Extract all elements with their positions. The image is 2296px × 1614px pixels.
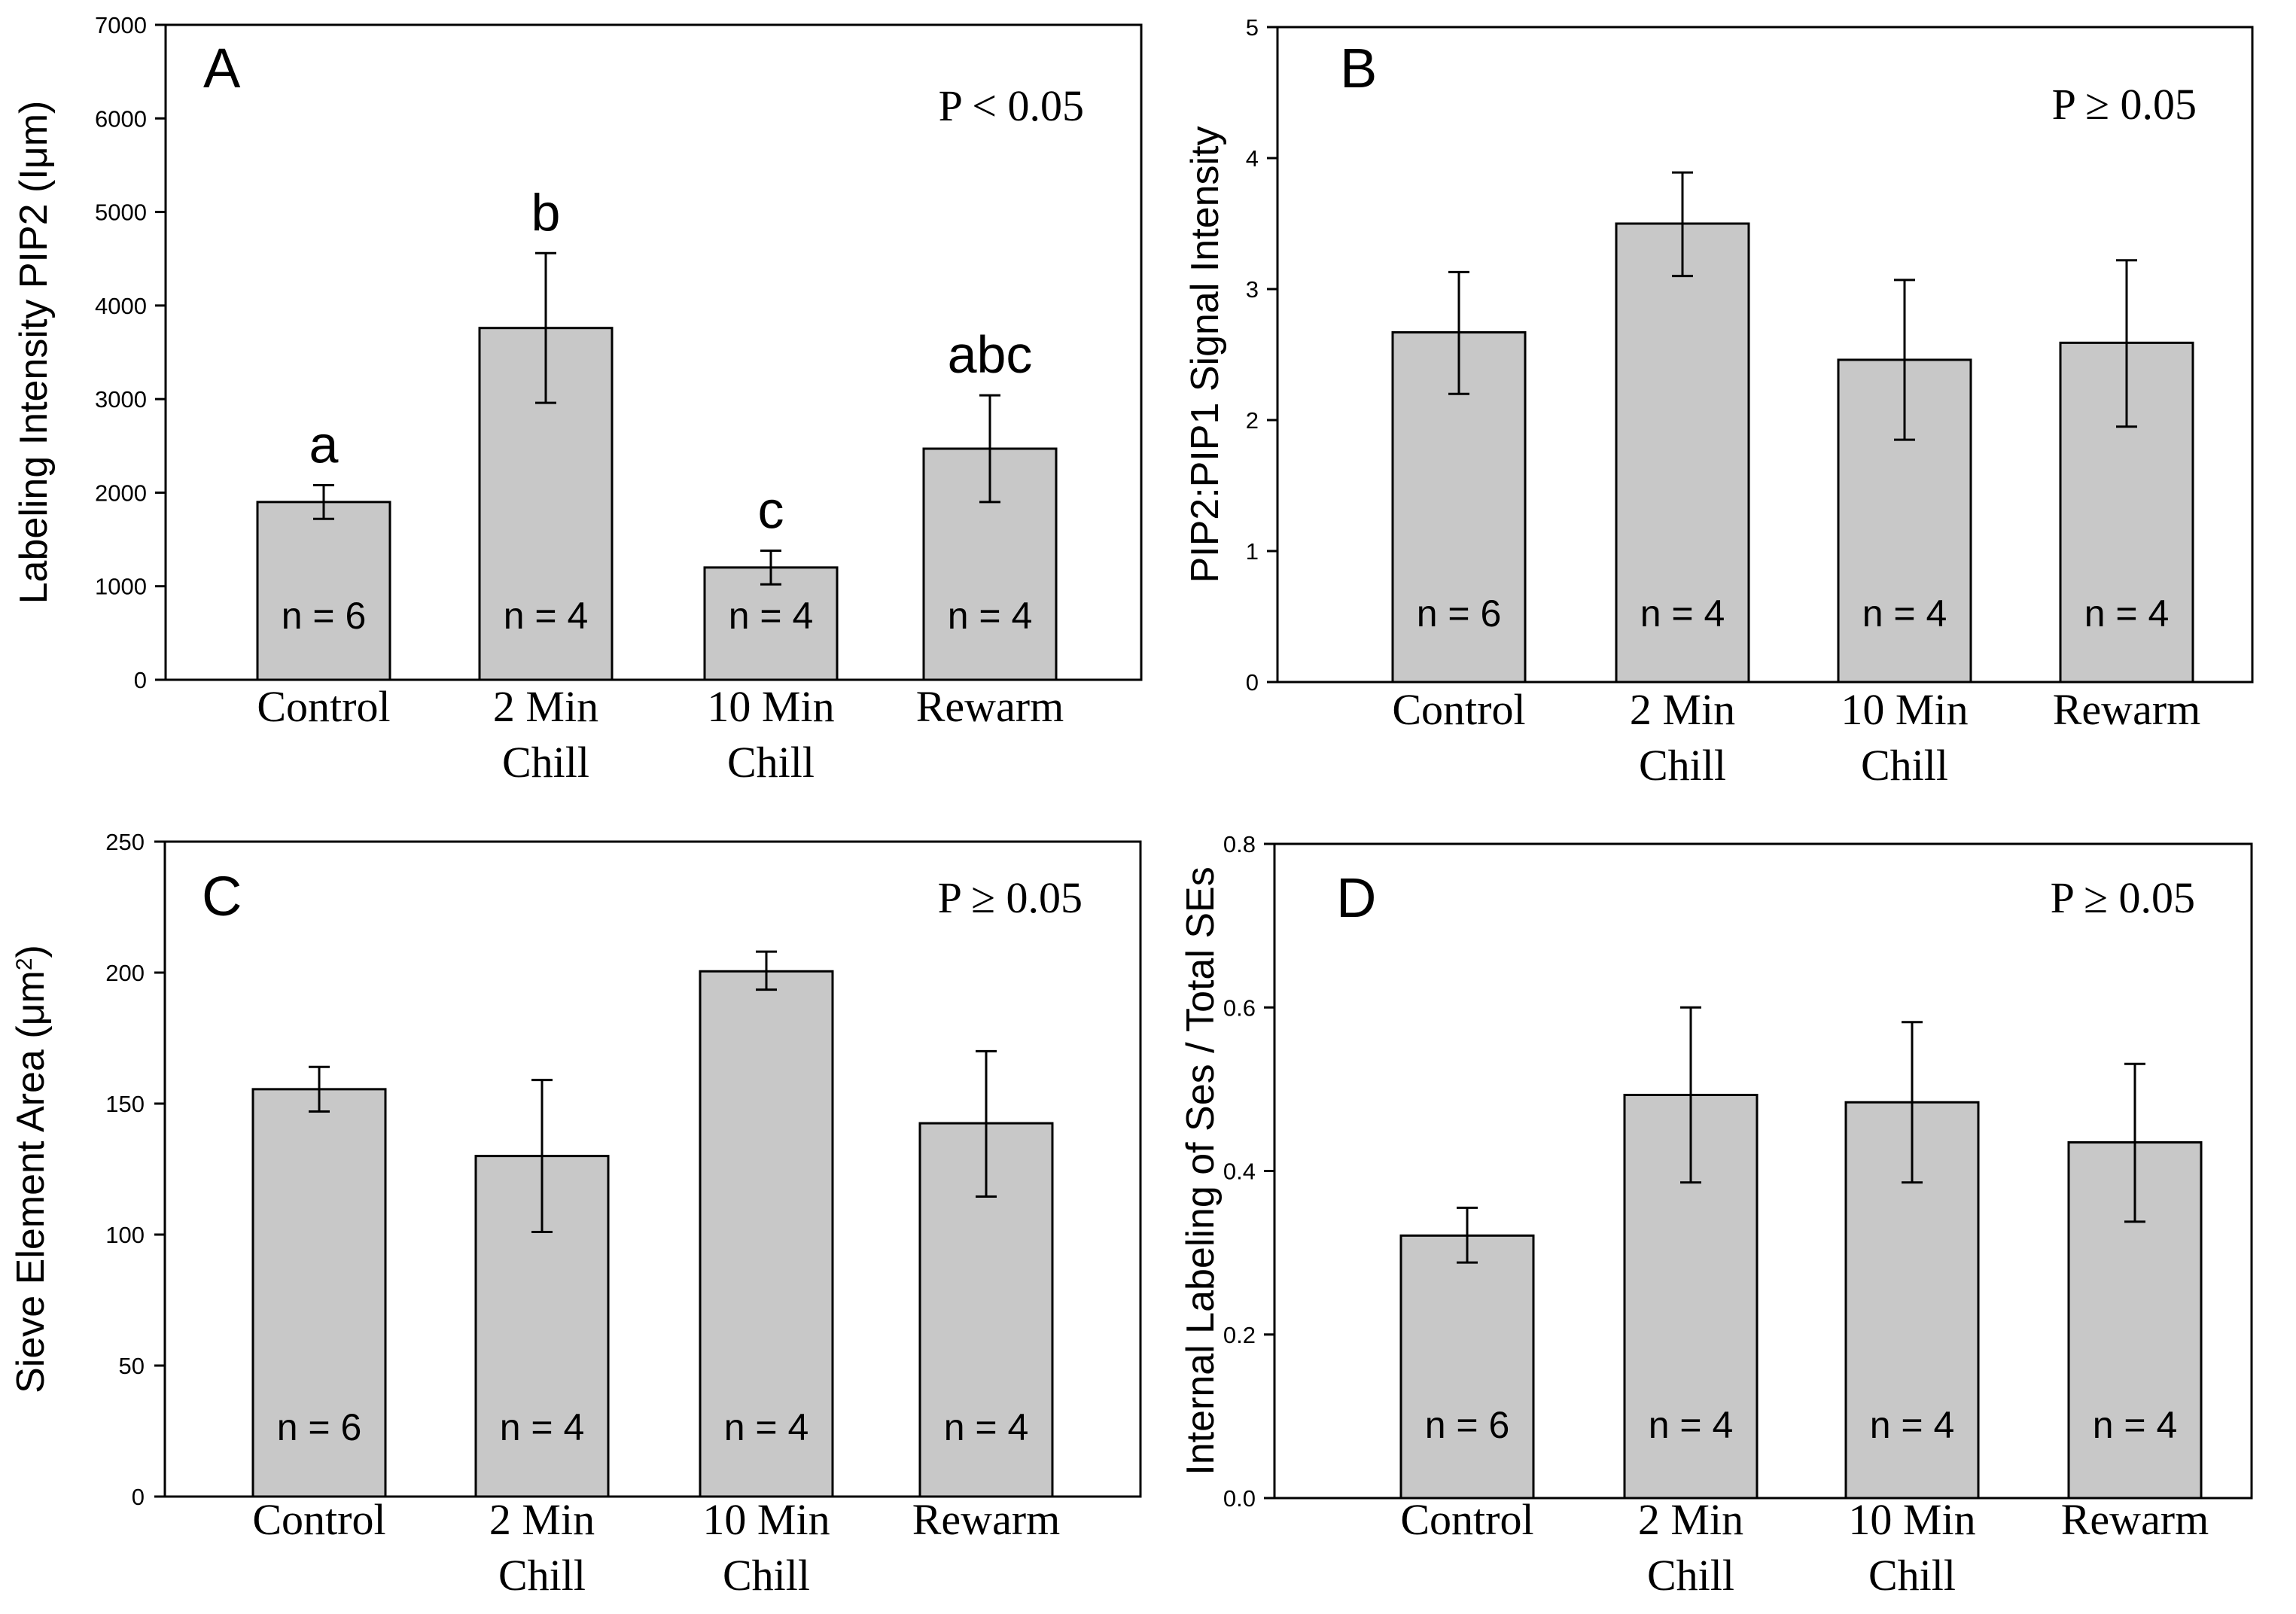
y-tick-label: 4000 (95, 293, 147, 319)
y-tick-label: 2 (1246, 407, 1259, 434)
bar (699, 970, 834, 1498)
sample-size-label: n = 4 (729, 595, 814, 637)
y-axis-label: Sieve Element Area (μm2) (9, 945, 53, 1393)
sample-size-label: n = 4 (1870, 1404, 1955, 1446)
y-tick-label: 0.0 (1223, 1485, 1256, 1512)
bar (251, 1088, 387, 1498)
sample-size-label: n = 4 (944, 1406, 1029, 1448)
x-tick-label: Chill (727, 738, 815, 787)
x-tick-label: Control (257, 682, 390, 731)
sample-size-label: n = 4 (1649, 1404, 1734, 1446)
x-tick-label: Rewarm (912, 1495, 1061, 1544)
group-letter: abc (948, 325, 1033, 384)
y-tick-label: 0.6 (1223, 994, 1256, 1021)
x-tick-label: 2 Min (1638, 1495, 1743, 1544)
y-tick-label: 150 (105, 1091, 145, 1117)
x-tick-label: 10 Min (1841, 685, 1968, 734)
panel-letter: B (1340, 37, 1377, 99)
x-tick-label: Rewarm (2053, 685, 2201, 734)
plot-frame (163, 840, 1142, 1498)
significance-label: P ≥ 0.05 (938, 873, 1083, 922)
y-tick-label: 0 (132, 1484, 145, 1510)
y-tick-label: 0 (134, 667, 147, 693)
x-tick-label: Control (1392, 685, 1525, 734)
x-tick-label: 2 Min (493, 682, 598, 731)
y-tick-label: 250 (105, 829, 145, 855)
x-tick-label: Control (252, 1495, 385, 1544)
panel-c: 0 50 100 150 200 250 Sieve Element Area (μm2) C… (9, 829, 1142, 1600)
y-axis-label: PIP2:PIP1 Signal Intensity (1183, 126, 1227, 583)
y-tick-label: 5 (1246, 14, 1259, 41)
sample-size-label: n = 6 (1417, 592, 1502, 635)
group-letter: c (758, 480, 784, 539)
y-tick-label: 3 (1246, 276, 1259, 303)
y-tick-label: 5000 (95, 199, 147, 226)
significance-label: P < 0.05 (939, 81, 1084, 130)
y-tick-label: 1 (1246, 538, 1259, 565)
y-tick-label: 50 (119, 1353, 145, 1379)
y-axis-label: Internal Labeling of Ses / Total SEs (1179, 866, 1223, 1475)
y-tick-label: 100 (105, 1222, 145, 1248)
y-tick-label: 0.8 (1223, 831, 1256, 857)
sample-size-label: n = 4 (504, 595, 589, 637)
y-tick-label: 0 (1246, 669, 1259, 696)
x-tick-label: Rewarm (916, 682, 1064, 731)
sample-size-label: n = 4 (724, 1406, 809, 1448)
y-tick-label: 1000 (95, 574, 147, 600)
y-tick-label: 3000 (95, 386, 147, 413)
x-tick-label: Chill (1639, 741, 1726, 790)
x-tick-label: Chill (1647, 1551, 1734, 1600)
bar (1399, 1234, 1535, 1500)
sample-size-label: n = 4 (1640, 592, 1725, 635)
x-tick-label: 2 Min (489, 1495, 595, 1544)
significance-label: P ≥ 0.05 (2051, 873, 2195, 922)
y-tick-label: 2000 (95, 480, 147, 506)
sample-size-label: n = 6 (277, 1406, 362, 1448)
plot-frame (164, 23, 1143, 681)
bar (703, 566, 839, 681)
sample-size-label: n = 4 (500, 1406, 585, 1448)
y-tick-label: 0.4 (1223, 1159, 1256, 1185)
panel-a: 0 1000 2000 3000 4000 5000 6000 7000 Labeling In… (12, 12, 1143, 787)
sample-size-label: n = 6 (1425, 1404, 1510, 1446)
y-tick-label: 6000 (95, 105, 147, 132)
x-tick-label: 2 Min (1630, 685, 1735, 734)
x-tick-label: 10 Min (702, 1495, 830, 1544)
sample-size-label: n = 4 (2084, 592, 2170, 635)
x-tick-label: Chill (502, 738, 589, 787)
sample-size-label: n = 4 (1862, 592, 1947, 635)
y-axis-label: Labeling Intensity PIP2 (Iμm) (12, 101, 56, 604)
bar (1615, 222, 1750, 684)
group-letter: b (531, 183, 561, 242)
sample-size-label: n = 4 (2093, 1404, 2178, 1446)
x-tick-label: 10 Min (707, 682, 834, 731)
significance-label: P ≥ 0.05 (2052, 80, 2197, 129)
x-tick-label: Control (1400, 1495, 1533, 1544)
sample-size-label: n = 6 (282, 595, 367, 637)
y-tick-label: 7000 (95, 12, 147, 38)
y-tick-label: 4 (1246, 145, 1259, 172)
y-tick-label: 200 (105, 960, 145, 986)
x-tick-label: Chill (498, 1551, 586, 1600)
x-tick-label: Chill (1868, 1551, 1956, 1600)
x-tick-label: Chill (1861, 741, 1948, 790)
panel-letter: A (203, 37, 241, 99)
x-tick-label: Chill (723, 1551, 810, 1600)
x-tick-label: Rewarm (2061, 1495, 2209, 1544)
bar (256, 501, 391, 681)
sample-size-label: n = 4 (948, 595, 1033, 637)
panel-letter: C (202, 865, 242, 927)
x-tick-label: 10 Min (1848, 1495, 1975, 1544)
panel-b: 0 1 2 3 4 5 PIP2:PIP1 Signal Intensity B P ≥ 0.0… (1183, 14, 2254, 790)
group-letter: a (309, 415, 339, 474)
y-tick-label: 0.2 (1223, 1322, 1256, 1348)
panel-letter: D (1336, 866, 1376, 929)
plot-frame (1276, 26, 2254, 684)
